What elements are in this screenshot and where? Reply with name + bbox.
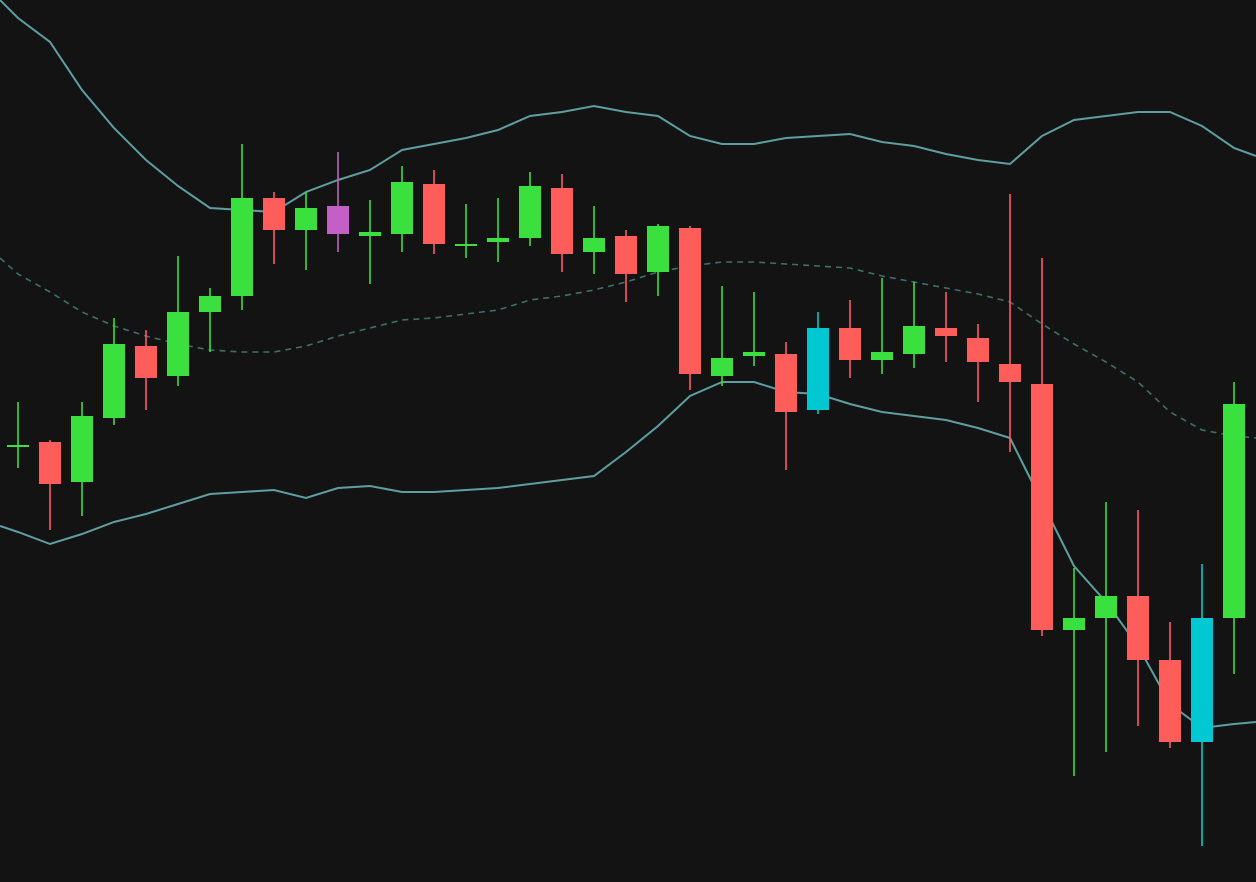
candle-39 bbox=[1223, 382, 1245, 674]
candle-33 bbox=[1031, 258, 1053, 636]
candle-3 bbox=[71, 402, 93, 516]
candle-body bbox=[295, 208, 317, 230]
candle-body bbox=[199, 296, 221, 312]
candle-body bbox=[7, 445, 29, 447]
candle-body bbox=[775, 354, 797, 412]
candle-body bbox=[1223, 404, 1245, 618]
candle-20 bbox=[615, 230, 637, 302]
candle-31 bbox=[967, 324, 989, 402]
candle-18 bbox=[551, 174, 573, 272]
candle-body bbox=[103, 344, 125, 418]
candle-body bbox=[1095, 596, 1117, 618]
candle-38 bbox=[1191, 564, 1213, 846]
candle-body bbox=[935, 328, 957, 336]
candles bbox=[7, 144, 1245, 846]
candle-body bbox=[487, 238, 509, 242]
candle-body bbox=[1159, 660, 1181, 742]
candle-26 bbox=[807, 312, 829, 414]
candle-10 bbox=[295, 192, 317, 270]
candle-body bbox=[423, 184, 445, 244]
candle-body bbox=[711, 358, 733, 376]
candle-body bbox=[263, 198, 285, 230]
candle-body bbox=[135, 346, 157, 378]
candle-body bbox=[327, 206, 349, 234]
candle-body bbox=[519, 186, 541, 238]
candle-21 bbox=[647, 224, 669, 296]
candle-body bbox=[391, 182, 413, 234]
candle-body bbox=[167, 312, 189, 376]
candle-body bbox=[231, 198, 253, 296]
candle-body bbox=[807, 328, 829, 410]
candle-body bbox=[967, 338, 989, 362]
candle-body bbox=[615, 236, 637, 274]
candle-body bbox=[903, 326, 925, 354]
candle-12 bbox=[359, 200, 381, 284]
candle-29 bbox=[903, 282, 925, 368]
candle-27 bbox=[839, 300, 861, 378]
candle-35 bbox=[1095, 502, 1117, 752]
candle-body bbox=[1127, 596, 1149, 660]
candle-body bbox=[839, 328, 861, 360]
candle-body bbox=[1191, 618, 1213, 742]
upper-band-line bbox=[0, 0, 1256, 214]
candle-32 bbox=[999, 194, 1021, 452]
candle-body bbox=[1063, 618, 1085, 630]
candle-34 bbox=[1063, 568, 1085, 776]
candle-17 bbox=[519, 172, 541, 246]
candle-body bbox=[1031, 384, 1053, 630]
candle-5 bbox=[135, 330, 157, 410]
candle-4 bbox=[103, 318, 125, 425]
candle-body bbox=[871, 352, 893, 360]
candle-9 bbox=[263, 192, 285, 264]
candle-24 bbox=[743, 292, 765, 366]
candle-body bbox=[359, 232, 381, 236]
candle-body bbox=[71, 416, 93, 482]
candle-28 bbox=[871, 278, 893, 374]
candle-body bbox=[455, 244, 477, 246]
candle-36 bbox=[1127, 510, 1149, 726]
candle-19 bbox=[583, 206, 605, 274]
candle-6 bbox=[167, 256, 189, 386]
candle-15 bbox=[455, 204, 477, 258]
candle-body bbox=[999, 364, 1021, 382]
candle-2 bbox=[39, 440, 61, 530]
candle-1 bbox=[7, 402, 29, 468]
candle-16 bbox=[487, 198, 509, 262]
candle-30 bbox=[935, 292, 957, 362]
candle-23 bbox=[711, 286, 733, 386]
candle-body bbox=[743, 352, 765, 356]
candle-body bbox=[551, 188, 573, 254]
candle-body bbox=[679, 228, 701, 374]
candle-13 bbox=[391, 166, 413, 252]
candle-body bbox=[39, 442, 61, 484]
candle-22 bbox=[679, 226, 701, 390]
candle-body bbox=[647, 226, 669, 272]
candle-37 bbox=[1159, 622, 1181, 748]
candle-11 bbox=[327, 152, 349, 252]
lower-band-line bbox=[0, 381, 1256, 730]
candle-25 bbox=[775, 342, 797, 470]
candle-14 bbox=[423, 170, 445, 254]
candle-8 bbox=[231, 144, 253, 310]
middle-band-line bbox=[0, 257, 1256, 439]
candle-7 bbox=[199, 288, 221, 352]
candle-body bbox=[583, 238, 605, 252]
